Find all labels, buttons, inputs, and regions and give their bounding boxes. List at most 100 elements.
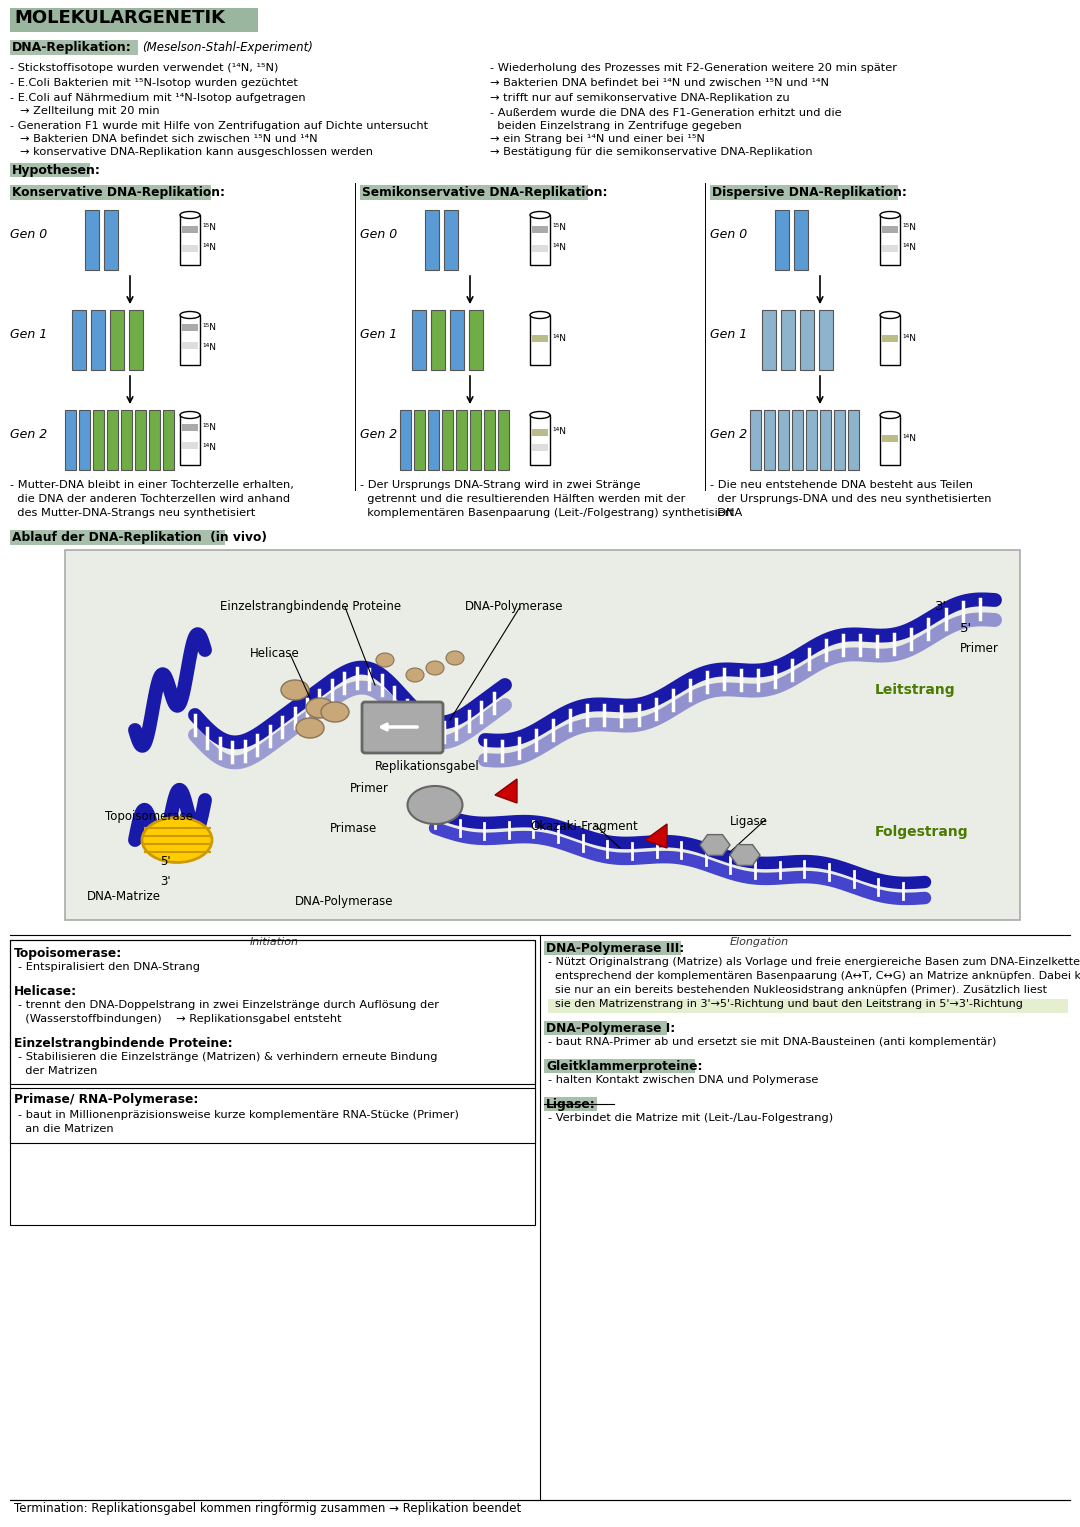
Text: Ablauf der DNA-Replikation  (in vivo): Ablauf der DNA-Replikation (in vivo) <box>12 531 267 544</box>
Ellipse shape <box>446 651 464 664</box>
Text: - Generation F1 wurde mit Hilfe von Zentrifugation auf Dichte untersucht: - Generation F1 wurde mit Hilfe von Zent… <box>10 121 428 131</box>
Text: Konservative DNA-Replikation:: Konservative DNA-Replikation: <box>12 186 225 199</box>
Bar <box>530 415 550 466</box>
Text: - baut in Millionenpräzisionsweise kurze komplementäre RNA-Stücke (Primer): - baut in Millionenpräzisionsweise kurze… <box>18 1110 459 1119</box>
Text: Gleitklammerproteine:: Gleitklammerproteine: <box>546 1060 702 1073</box>
Text: ¹⁴N: ¹⁴N <box>552 428 566 437</box>
Text: Primer: Primer <box>350 782 389 796</box>
Text: der Matrizen: der Matrizen <box>18 1066 97 1077</box>
Bar <box>532 429 548 435</box>
Text: 5': 5' <box>160 855 171 867</box>
Bar <box>183 423 198 431</box>
Bar <box>414 411 426 470</box>
Bar <box>79 411 90 470</box>
Bar <box>781 310 795 370</box>
Text: Folgestrang: Folgestrang <box>875 825 969 838</box>
Ellipse shape <box>880 212 900 218</box>
Text: Gen 1: Gen 1 <box>10 328 48 341</box>
Text: Gen 1: Gen 1 <box>360 328 397 341</box>
Bar <box>411 310 426 370</box>
Bar <box>530 215 550 266</box>
Bar <box>93 411 104 470</box>
Text: ¹⁴N: ¹⁴N <box>902 243 916 252</box>
Bar <box>470 411 481 470</box>
Bar <box>431 310 445 370</box>
Bar <box>764 411 775 470</box>
Bar <box>180 315 200 365</box>
Text: Einzelstrangbindende Proteine: Einzelstrangbindende Proteine <box>220 600 401 612</box>
Bar <box>820 411 831 470</box>
Ellipse shape <box>530 212 550 218</box>
Text: des Mutter-DNA-Strangs neu synthetisiert: des Mutter-DNA-Strangs neu synthetisiert <box>10 508 255 518</box>
Bar <box>180 415 200 466</box>
Bar <box>104 211 118 270</box>
Text: → ein Strang bei ¹⁴N und einer bei ¹⁵N: → ein Strang bei ¹⁴N und einer bei ¹⁵N <box>490 134 705 144</box>
Bar <box>183 244 198 252</box>
Text: Topoisomerase: Topoisomerase <box>105 809 193 823</box>
Bar <box>498 411 509 470</box>
Bar <box>762 310 777 370</box>
Text: ¹⁴N: ¹⁴N <box>902 334 916 344</box>
Bar <box>882 244 897 252</box>
Text: Gen 0: Gen 0 <box>710 228 747 241</box>
Ellipse shape <box>406 667 424 683</box>
Text: DNA-Polymerase: DNA-Polymerase <box>295 895 393 909</box>
Text: ¹⁵N: ¹⁵N <box>202 223 216 232</box>
Ellipse shape <box>530 312 550 319</box>
Text: Gen 0: Gen 0 <box>10 228 48 241</box>
Text: - trennt den DNA-Doppelstrang in zwei Einzelstränge durch Auflösung der: - trennt den DNA-Doppelstrang in zwei Ei… <box>18 1000 438 1009</box>
Text: Ligase:: Ligase: <box>546 1098 596 1112</box>
Text: der Ursprungs-DNA und des neu synthetisierten: der Ursprungs-DNA und des neu synthetisi… <box>710 495 991 504</box>
Bar <box>428 411 438 470</box>
Bar <box>10 530 225 545</box>
Bar <box>163 411 174 470</box>
Bar <box>548 999 1068 1012</box>
Bar <box>442 411 453 470</box>
Text: Einzelstrangbindende Proteine:: Einzelstrangbindende Proteine: <box>14 1037 232 1051</box>
Text: 3': 3' <box>935 600 947 612</box>
Bar <box>10 163 90 177</box>
Bar <box>544 1096 597 1112</box>
Text: DNA-Polymerase I:: DNA-Polymerase I: <box>546 1022 675 1035</box>
Text: - Die neu entstehende DNA besteht aus Teilen: - Die neu entstehende DNA besteht aus Te… <box>710 479 973 490</box>
Text: → Zellteilung mit 20 min: → Zellteilung mit 20 min <box>21 105 160 116</box>
Bar <box>149 411 160 470</box>
Bar <box>484 411 495 470</box>
Text: DNA-Replikation:: DNA-Replikation: <box>12 41 132 53</box>
Text: → konservative DNA-Replikation kann ausgeschlossen werden: → konservative DNA-Replikation kann ausg… <box>21 147 373 157</box>
Text: Replikationsgabel: Replikationsgabel <box>375 760 480 773</box>
Ellipse shape <box>321 702 349 722</box>
Text: ¹⁵N: ¹⁵N <box>202 423 216 432</box>
Text: → Bestätigung für die semikonservative DNA-Replikation: → Bestätigung für die semikonservative D… <box>490 147 812 157</box>
Polygon shape <box>730 844 760 866</box>
Bar <box>532 244 548 252</box>
Text: - Nützt Originalstrang (Matrize) als Vorlage und freie energiereiche Basen zum D: - Nützt Originalstrang (Matrize) als Vor… <box>548 957 1080 967</box>
Text: - Mutter-DNA bleibt in einer Tochterzelle erhalten,: - Mutter-DNA bleibt in einer Tochterzell… <box>10 479 294 490</box>
Ellipse shape <box>376 654 394 667</box>
Ellipse shape <box>880 411 900 418</box>
Bar <box>183 226 198 234</box>
Text: beiden Einzelstrang in Zentrifuge gegeben: beiden Einzelstrang in Zentrifuge gegebe… <box>490 121 742 131</box>
Bar <box>880 415 900 466</box>
Bar <box>10 1089 535 1144</box>
Bar <box>880 315 900 365</box>
Text: ¹⁴N: ¹⁴N <box>202 342 216 351</box>
Text: ¹⁵N: ¹⁵N <box>902 223 916 232</box>
Bar <box>400 411 411 470</box>
Text: DNA: DNA <box>710 508 742 518</box>
Bar <box>129 310 143 370</box>
Text: sie den Matrizenstrang in 3'→5'-Richtung und baut den Leitstrang in 5'→3'-Richtu: sie den Matrizenstrang in 3'→5'-Richtung… <box>548 999 1023 1009</box>
Text: - Verbindet die Matrize mit (Leit-/Lau-Folgestrang): - Verbindet die Matrize mit (Leit-/Lau-F… <box>548 1113 833 1122</box>
Bar <box>85 211 99 270</box>
Bar <box>880 215 900 266</box>
Ellipse shape <box>141 817 212 863</box>
Bar <box>800 310 814 370</box>
Bar <box>848 411 859 470</box>
Text: ¹⁴N: ¹⁴N <box>902 434 916 443</box>
Bar <box>882 226 897 234</box>
Text: 5': 5' <box>960 621 972 635</box>
Bar <box>183 324 198 330</box>
Bar <box>469 310 483 370</box>
Text: entsprechend der komplementären Basenpaarung (A↔T, C↔G) an Matrize anknüpfen. Da: entsprechend der komplementären Basenpaa… <box>548 971 1080 980</box>
Text: Ligase: Ligase <box>730 815 768 828</box>
